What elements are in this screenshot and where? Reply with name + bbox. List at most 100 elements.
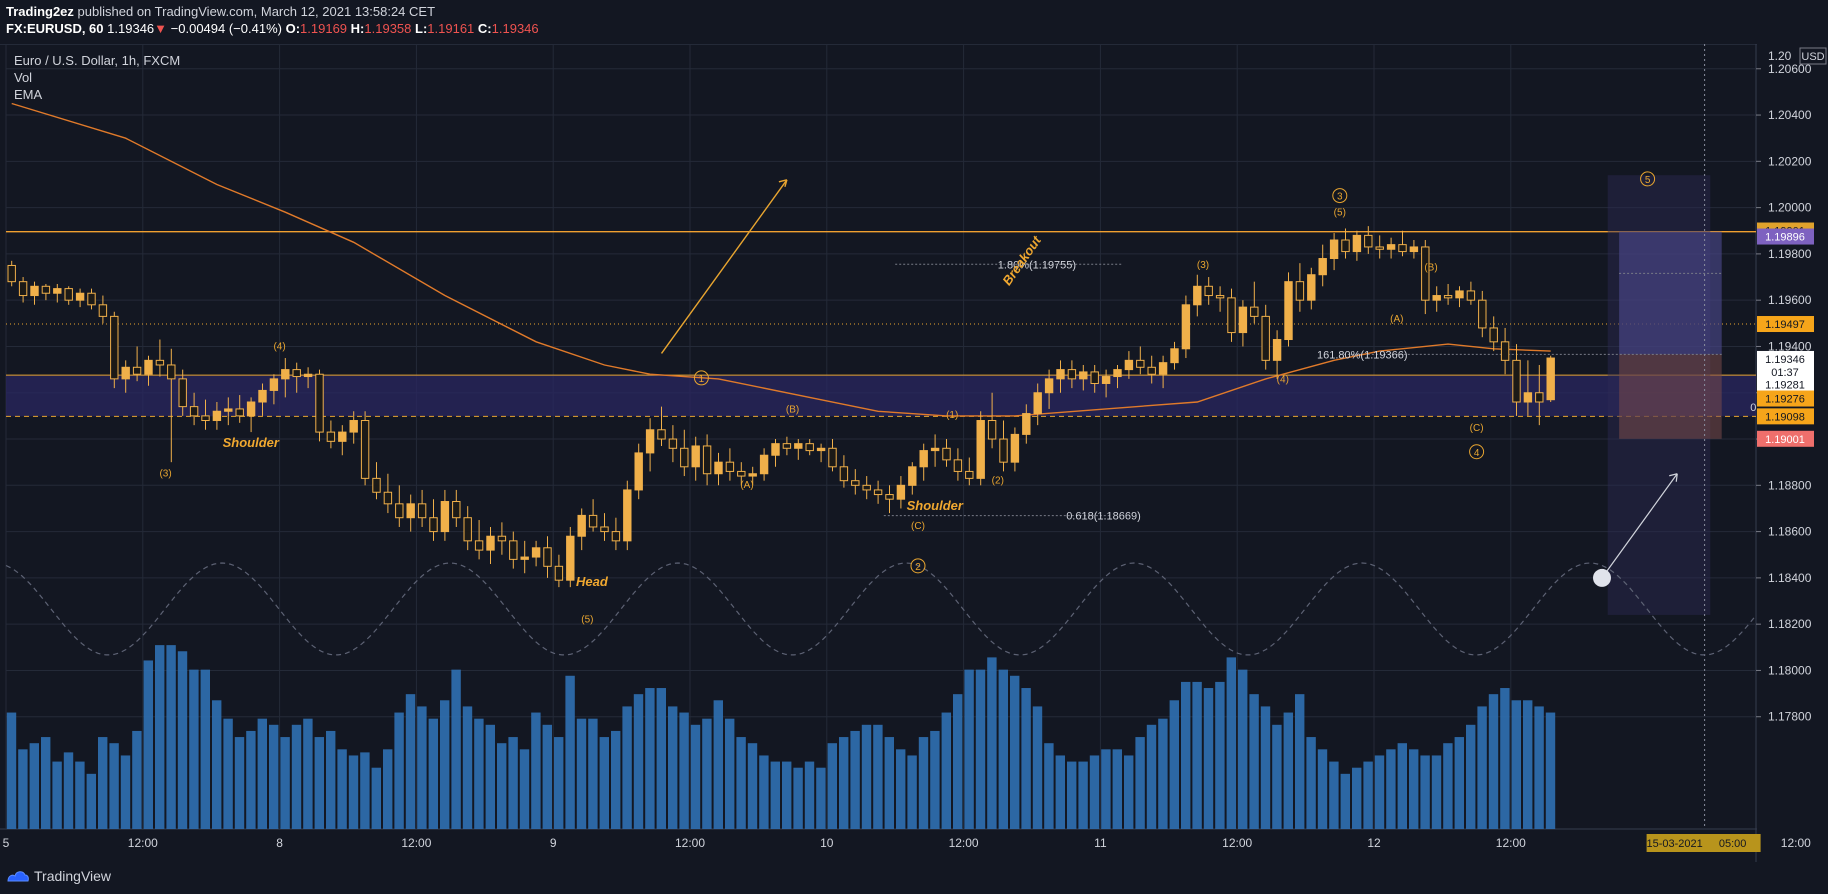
volume-bar	[394, 712, 404, 829]
wave-label: (2)	[992, 475, 1004, 486]
candle-body	[1455, 290, 1464, 299]
volume-bar	[1340, 773, 1350, 829]
volume-bar	[246, 730, 256, 829]
candle-body	[201, 415, 210, 422]
volume-bar	[1545, 712, 1556, 829]
volume-bar	[1500, 688, 1510, 829]
chart-legend: Euro / U.S. Dollar, 1h, FXCM Vol EMA	[14, 52, 180, 103]
legend-ema[interactable]: EMA	[14, 87, 43, 102]
candle-body	[246, 401, 256, 417]
price-tag-label: 1.19346	[1765, 354, 1805, 366]
candle-body	[1136, 359, 1145, 368]
volume-bar	[360, 752, 370, 829]
volume-bar	[166, 645, 176, 829]
candle-body	[1512, 359, 1521, 403]
candle-body	[281, 369, 290, 380]
candle-body	[1535, 392, 1544, 403]
candle-body	[1546, 357, 1555, 401]
candle-body	[1329, 239, 1339, 260]
breakout-arrow	[660, 179, 788, 354]
candle-body	[212, 410, 222, 422]
volume-bar	[269, 724, 279, 829]
candle-body	[315, 373, 324, 433]
publish-header: Trading2ez published on TradingView.com,…	[0, 0, 1828, 44]
publisher-name[interactable]: Trading2ez	[6, 4, 74, 19]
annotation-text: Head	[576, 574, 609, 589]
candle-body	[258, 389, 267, 403]
price-chart[interactable]: 1.199001.195001.19000 0.618(1.19716)161.…	[0, 44, 1828, 862]
volume-bar	[770, 761, 780, 829]
price-tag	[1757, 350, 1814, 367]
volume-bar	[1192, 681, 1202, 829]
candle-body	[1215, 295, 1225, 299]
volume-bar	[189, 669, 199, 829]
candle-body	[634, 452, 643, 491]
published-text: published on TradingView.com, March 12, …	[77, 4, 436, 19]
candle-body	[372, 477, 381, 493]
candle-body	[1101, 376, 1111, 384]
volume-bar	[611, 730, 621, 829]
candle-body	[110, 315, 119, 380]
volume-bar	[143, 660, 153, 829]
last-price: 1.19346	[107, 21, 155, 36]
wave-circle-label: 5	[1645, 175, 1651, 186]
volume-bar	[622, 706, 632, 829]
volume-bar	[918, 737, 929, 829]
price-tag-label: 1.19281	[1765, 380, 1805, 392]
wave-label: (3)	[1197, 260, 1209, 271]
candle-body	[1204, 285, 1213, 297]
time-axis[interactable]: 5 12:00 8 12:00 9 12:00 10 12:00 11 12:00 12 12:00 1…	[3, 834, 1828, 852]
candle-body	[1489, 327, 1498, 343]
volume-bar	[645, 688, 655, 829]
candle-body	[611, 531, 621, 542]
candle-body	[189, 406, 199, 417]
candle-body	[132, 366, 142, 375]
x-tick-label: 12:00	[128, 836, 158, 850]
candle-body	[429, 517, 438, 533]
price-axis[interactable]: 1.20600 1.20400 1.20200 1.20000 1.19800 1.196…	[1756, 47, 1827, 724]
volume-bar	[782, 761, 792, 829]
volume-bar	[816, 767, 826, 829]
volume-bar	[1363, 761, 1373, 829]
candle-body	[167, 364, 176, 380]
volume-bar	[736, 737, 746, 829]
close-value: 1.19346	[491, 21, 539, 36]
candle-body	[144, 359, 153, 375]
legend-vol[interactable]: Vol	[14, 70, 33, 85]
fib-label: 1.80%(1.19755)	[998, 259, 1076, 271]
volume-bar	[52, 761, 62, 829]
volume-bar	[1226, 657, 1236, 829]
legend-title[interactable]: Euro / U.S. Dollar, 1h, FXCM	[14, 53, 181, 68]
wave-label: (5)	[1334, 207, 1346, 218]
candle-body	[577, 514, 586, 537]
projection-start-dot	[1593, 568, 1611, 587]
volume-bar	[451, 669, 461, 829]
candle-body	[497, 535, 507, 542]
volume-bar	[155, 645, 165, 829]
candle-body	[1398, 244, 1407, 253]
ema-line	[11, 102, 1551, 417]
volume-bar	[1124, 755, 1134, 829]
volume-bar	[1260, 706, 1271, 829]
tradingview-brand[interactable]: TradingView	[34, 868, 112, 884]
volume-bar	[212, 700, 222, 829]
neckzone-band	[6, 375, 1756, 417]
candle-body	[349, 420, 358, 433]
y-tick-label: 1.18000	[1768, 663, 1812, 677]
fib-label: 0.618(1.18669)	[1066, 511, 1141, 523]
volume-bar	[462, 706, 473, 829]
x-tick-label: 12:00	[401, 836, 431, 850]
wave-label: (4)	[1277, 374, 1289, 385]
candle-body	[645, 429, 655, 454]
volume-bar	[1249, 694, 1259, 829]
candle-body	[702, 445, 712, 475]
candle-body	[543, 547, 552, 567]
volume-bar	[599, 737, 609, 829]
volume-bar	[884, 737, 894, 829]
candle-body	[1318, 258, 1327, 276]
candle-body	[1158, 362, 1168, 375]
volume-bar	[234, 737, 245, 829]
candle-body	[908, 466, 917, 486]
volume-bar	[1089, 755, 1100, 829]
annotation-text: Shoulder	[223, 435, 280, 450]
